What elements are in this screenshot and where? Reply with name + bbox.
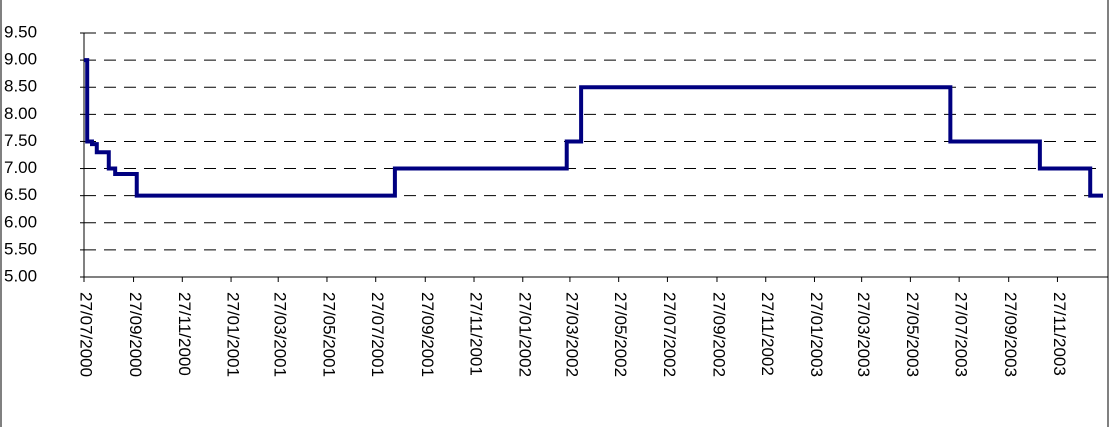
y-tick-label: 9.50	[4, 22, 37, 41]
y-tick-label: 5.50	[4, 239, 37, 258]
x-tick-label: 27/07/2000	[77, 292, 96, 377]
x-tick-label: 27/05/2003	[903, 292, 922, 377]
x-tick-label: 27/11/2002	[758, 292, 777, 376]
x-tick-label: 27/01/2001	[224, 292, 243, 377]
x-tick-label: 27/07/2003	[952, 292, 971, 377]
x-tick-label: 27/11/2001	[467, 292, 486, 376]
y-tick-label: 7.50	[4, 131, 37, 150]
y-tick-label: 9.00	[4, 50, 37, 69]
x-tick-label: 27/03/2003	[854, 292, 873, 377]
x-tick-label: 27/09/2002	[709, 292, 728, 377]
x-tick-label: 27/05/2001	[319, 292, 338, 377]
x-tick-label: 27/01/2003	[807, 292, 826, 377]
y-tick-label: 5.00	[4, 266, 37, 285]
x-tick-label: 27/07/2001	[368, 292, 387, 377]
y-tick-label: 6.00	[4, 212, 37, 231]
x-tick-label: 27/07/2002	[660, 292, 679, 377]
x-tick-label: 27/01/2002	[515, 292, 534, 377]
rate-line	[84, 58, 1103, 198]
x-tick-label: 27/09/2003	[1001, 292, 1020, 377]
y-tick-label: 7.00	[4, 158, 37, 177]
x-tick-label: 27/03/2002	[562, 292, 581, 377]
x-tick-label: 27/05/2002	[611, 292, 630, 377]
y-tick-label: 8.00	[4, 104, 37, 123]
y-tick-label: 6.50	[4, 185, 37, 204]
x-tick-label: 27/11/2003	[1050, 292, 1069, 376]
x-tick-label: 27/03/2001	[271, 292, 290, 377]
y-tick-label: 8.50	[4, 77, 37, 96]
x-tick-label: 27/09/2001	[418, 292, 437, 377]
x-tick-label: 27/11/2000	[175, 292, 194, 376]
x-tick-label: 27/09/2000	[126, 292, 145, 377]
